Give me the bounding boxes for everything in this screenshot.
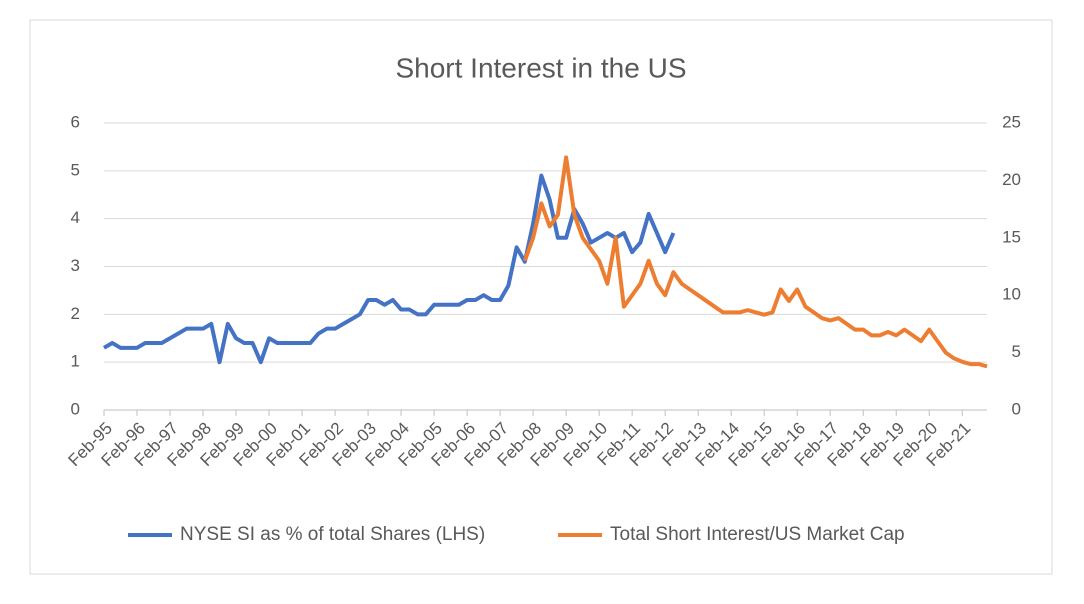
y-tick-label: 0	[71, 399, 80, 418]
y-tick-label: 1	[71, 352, 80, 371]
y2-tick-label: 10	[1002, 285, 1021, 304]
chart-border	[29, 19, 1053, 575]
y-tick-label: 3	[71, 256, 80, 275]
series-line	[102, 173, 676, 365]
y-tick-label: 4	[71, 208, 80, 227]
y2-tick-label: 5	[1012, 342, 1021, 361]
series-line	[522, 155, 988, 369]
chart-title: Short Interest in the US	[395, 52, 686, 83]
legend-label: Total Short Interest/US Market Cap	[610, 524, 905, 545]
y-tick-label: 6	[71, 112, 80, 131]
y2-tick-label: 25	[1002, 112, 1021, 131]
legend-label: NYSE SI as % of total Shares (LHS)	[180, 524, 485, 545]
y2-tick-label: 0	[1012, 399, 1021, 418]
y-tick-label: 5	[71, 160, 80, 179]
y-tick-label: 2	[71, 304, 80, 323]
y2-tick-label: 15	[1002, 227, 1021, 246]
y2-tick-label: 20	[1002, 170, 1021, 189]
